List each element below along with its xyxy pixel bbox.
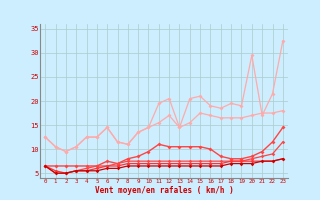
X-axis label: Vent moyen/en rafales ( km/h ): Vent moyen/en rafales ( km/h ) (95, 186, 233, 195)
